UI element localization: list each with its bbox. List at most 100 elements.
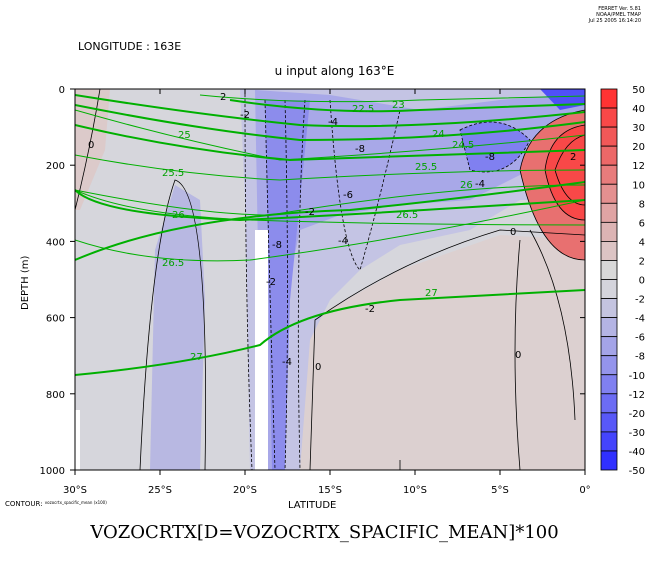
colorbar-label: 2 [639, 256, 645, 267]
isopycnal-labels: 22.5 23 24 24.5 25 25.5 25.5 26 26 26.5 … [162, 100, 474, 363]
chart-title: u input along 163°E [274, 64, 395, 78]
isopycnal-line [75, 199, 585, 262]
colorbar-label: 30 [632, 123, 645, 134]
contour-line [514, 239, 521, 470]
colorbar-swatch [600, 374, 618, 395]
isopycnal-line [75, 104, 585, 142]
colorbar-label: 4 [639, 237, 645, 248]
shaded-field [75, 89, 585, 470]
contour-label: 2 [220, 92, 226, 103]
contour-label: 0 [315, 362, 321, 373]
colorbar-label: -40 [629, 447, 645, 458]
colorbar-label: -6 [635, 333, 645, 344]
contour-label: -8 [485, 152, 495, 163]
x-tick-label: 10°S [403, 485, 427, 496]
colorbar-label: -2 [635, 295, 645, 306]
colorbar-label: -20 [629, 409, 645, 420]
y-axis-label: DEPTH (m) [20, 256, 31, 310]
isopycnal-label: 23 [392, 100, 405, 111]
colorbar-swatch [600, 279, 618, 299]
contour-line [554, 134, 585, 206]
isopycnal-label: 25 [178, 130, 191, 141]
colorbar-label: 6 [639, 218, 645, 229]
colorbar-swatch [600, 317, 618, 338]
isopycnal-line [229, 99, 585, 113]
contour-label: -6 [343, 190, 353, 201]
y-tick-label: 400 [46, 237, 65, 248]
stamp-line: FERRET Ver. 5.81 [598, 6, 641, 12]
contour-label: 0 [515, 350, 521, 361]
field-undercurrent-core [545, 125, 585, 220]
contour-labels: 2 -2 0 -4 -8 -6 -2 -4 -8 -2 -4 -2 0 0 -4… [88, 92, 576, 373]
x-tick-label: 25°S [148, 485, 172, 496]
stamp-line: NOAA/PMEL TMAP [596, 12, 641, 18]
field-negative-west [150, 185, 205, 470]
contour-label: -2 [365, 304, 375, 315]
contour-label: -2 [240, 110, 250, 121]
isopycnal-line [75, 94, 585, 128]
colorbar: 50403020121086420-2-4-6-8-10-12-20-30-40… [600, 85, 645, 477]
colorbar-label: 8 [639, 199, 645, 210]
x-tick-label: 20°S [233, 485, 257, 496]
contour-label: -4 [328, 117, 338, 128]
y-tick-label: 0 [59, 85, 65, 96]
colorbar-swatch [600, 450, 618, 471]
isopycnals [75, 94, 585, 376]
isopycnal-line [75, 124, 585, 162]
colorbar-label: -8 [635, 352, 645, 363]
colorbar-swatch [600, 126, 618, 147]
colorbar-label: 20 [632, 142, 645, 153]
colorbar-swatch [600, 183, 618, 204]
colorbar-swatch [600, 202, 618, 223]
axes: 30°S 25°S 20°S 15°S 10°S 5°S 0°020040060080010… [40, 85, 591, 496]
contour-label: -2 [305, 207, 315, 218]
colorbar-swatch [600, 393, 618, 414]
y-tick-label: 800 [46, 390, 65, 401]
colorbar-swatch [600, 107, 618, 128]
contour-line [529, 229, 576, 421]
x-tick-label: 0° [579, 485, 590, 496]
contour-label: -2 [266, 277, 276, 288]
isopycnal-line [75, 154, 585, 181]
y-tick-label: 200 [46, 161, 65, 172]
stamp-line: Jul 25 2005 16:14:20 [588, 18, 641, 24]
isopycnal-line [75, 181, 585, 261]
isopycnal-line [199, 94, 585, 103]
isopycnal-line [75, 189, 585, 226]
isopycnal-label: 26.5 [396, 210, 418, 221]
colorbar-label: -12 [629, 390, 645, 401]
colorbar-swatch [600, 145, 618, 166]
isopycnal-label: 25.5 [162, 168, 184, 179]
contour-note: CONTOUR: vozocrtx_spacific_mean (x100) [5, 500, 107, 508]
missing-data-edge [75, 410, 80, 470]
isopycnal-label: 26 [460, 180, 473, 191]
contour-line [244, 89, 253, 470]
x-tick-label: 30°S [63, 485, 87, 496]
contour-label: -4 [338, 236, 348, 247]
contour-label: -8 [272, 240, 282, 251]
colorbar-label: 0 [639, 276, 645, 287]
contour-label: 0 [510, 227, 516, 238]
contour-line [297, 99, 306, 470]
x-axis-label: LATITUDE [288, 500, 336, 511]
colorbar-swatch [600, 336, 618, 357]
velocity-contours [75, 89, 585, 470]
field-negative-core [255, 89, 585, 470]
colorbar-swatch [600, 164, 618, 185]
isopycnal-label: 26.5 [162, 258, 184, 269]
colorbar-swatch [600, 355, 618, 376]
field-eastern-core [460, 122, 530, 172]
chart-subtitle: VOZOCRTX[D=VOZOCRTX_SPACIFIC_MEAN]*100 [90, 522, 559, 543]
isopycnal-label: 26 [172, 210, 185, 221]
contour-line [309, 229, 585, 470]
isopycnal-line [75, 289, 585, 376]
contour-label: 0 [88, 140, 94, 151]
ferret-stamp: FERRET Ver. 5.81 NOAA/PMEL TMAP Jul 25 2… [589, 6, 641, 24]
isopycnal-label: 27 [425, 288, 438, 299]
contour-line [329, 99, 401, 271]
contour-line [139, 179, 207, 470]
contour-label: -4 [282, 357, 292, 368]
field-positive-west [75, 89, 110, 210]
colorbar-label: 40 [632, 104, 645, 115]
